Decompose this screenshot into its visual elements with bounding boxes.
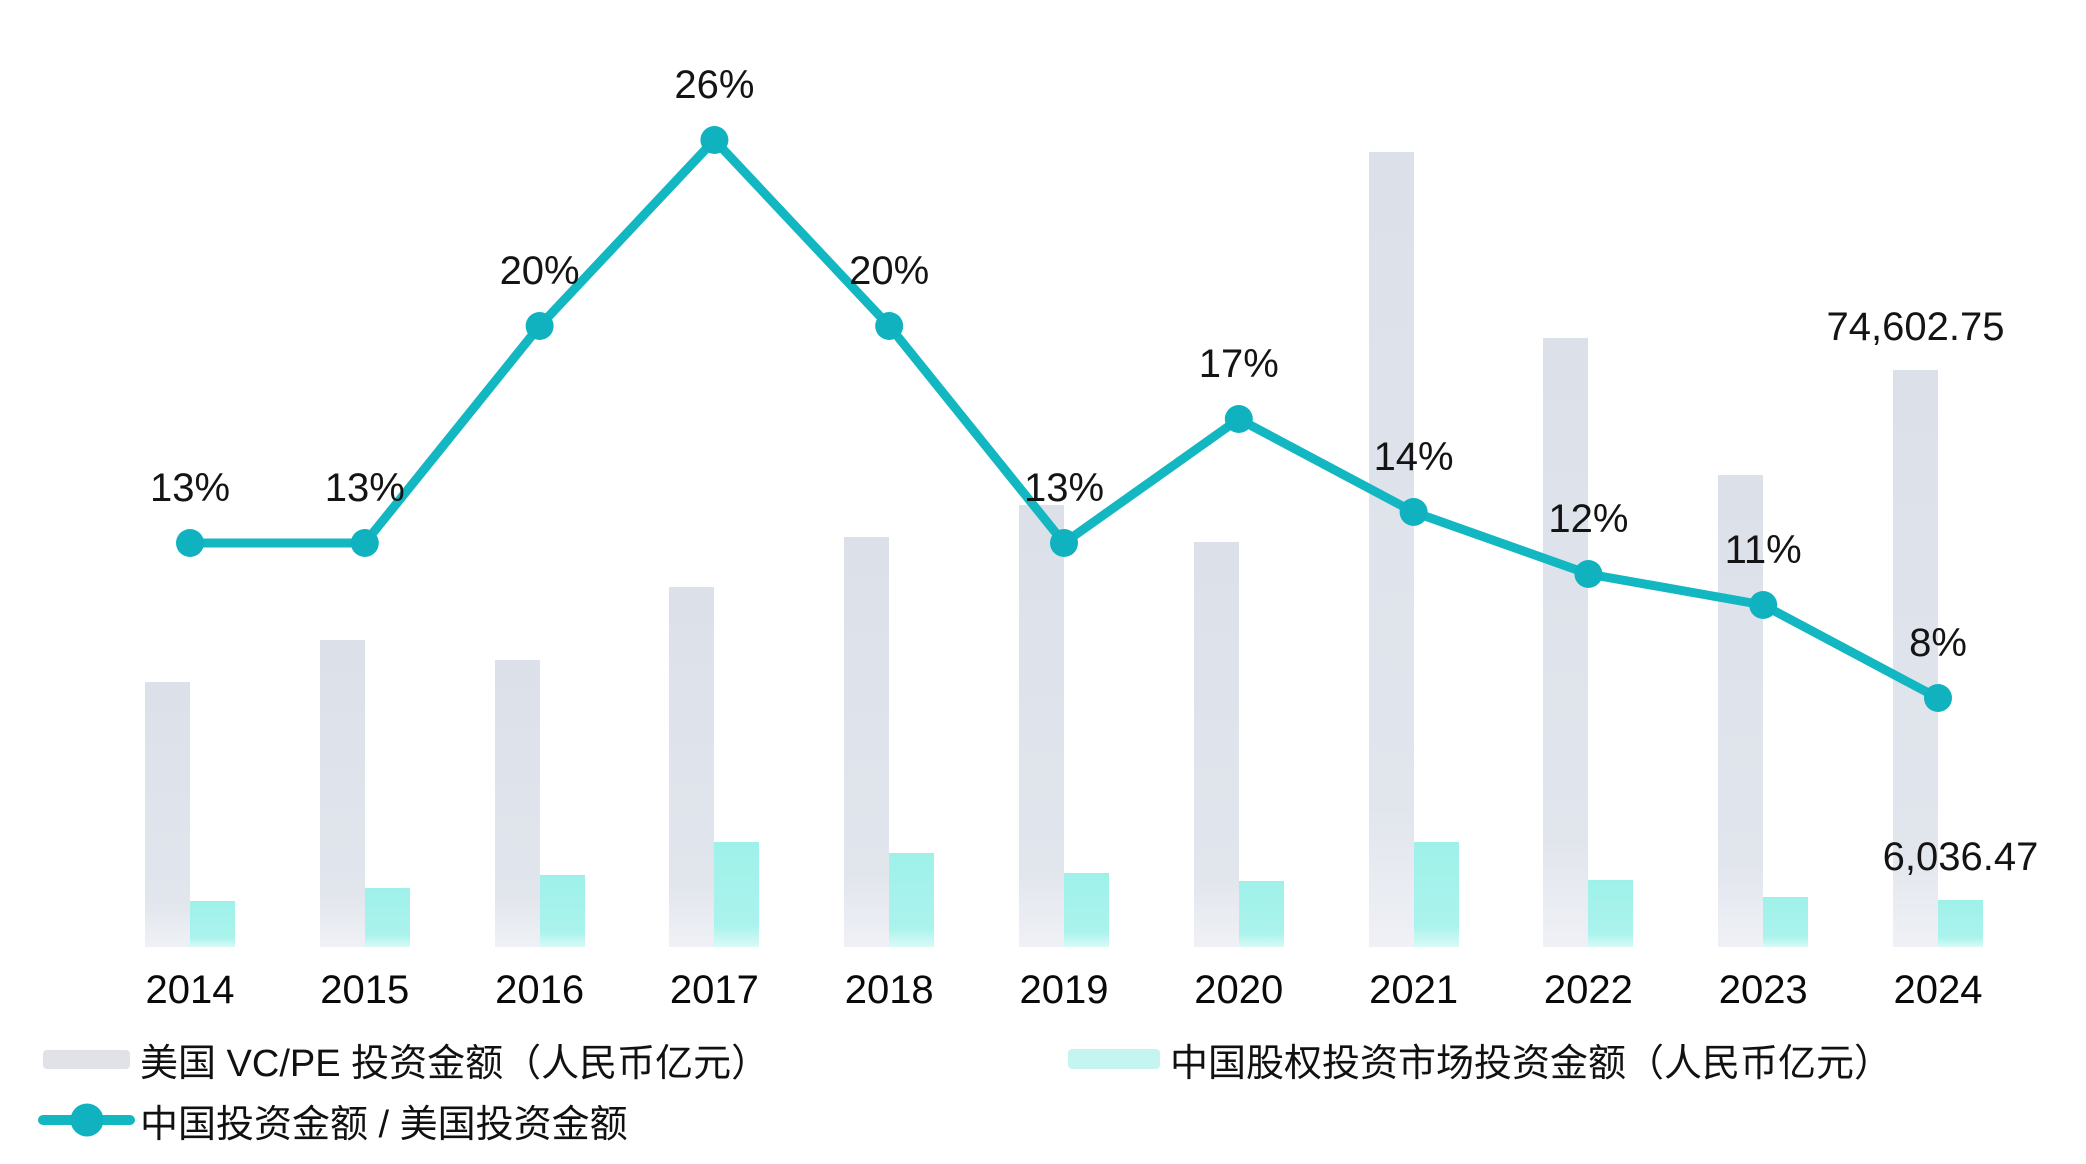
china-bar-2016 xyxy=(539,875,585,947)
x-tick-2016: 2016 xyxy=(495,968,585,1012)
ratio-point-label-2024: 8% xyxy=(1909,621,1967,665)
china-bar-2024 xyxy=(1938,900,1983,947)
ratio-point-2015 xyxy=(350,529,379,557)
us-bar-2017 xyxy=(669,587,715,947)
us-bar-2018 xyxy=(844,537,890,947)
ratio-line-dot-icon xyxy=(70,1103,103,1137)
ratio-point-label-2021: 14% xyxy=(1373,435,1454,479)
legend-item-ratio-line: 中国投资金额 / 美国投资金额 xyxy=(38,1096,628,1146)
us-bar-2020 xyxy=(1193,541,1239,947)
legend-label-china-bars: 中国股权投资市场投资金额（人民币亿元） xyxy=(1170,1042,1893,1085)
ratio-point-label-2016: 20% xyxy=(499,249,580,293)
china-bar-2023 xyxy=(1763,896,1809,947)
x-tick-2018: 2018 xyxy=(844,968,934,1012)
x-tick-2024: 2024 xyxy=(1893,968,1983,1012)
china-bar-2019 xyxy=(1064,872,1109,947)
us-bar-2016 xyxy=(494,660,540,947)
us-bar-2014 xyxy=(145,681,190,947)
ratio-point-2020 xyxy=(1224,405,1253,433)
x-tick-2023: 2023 xyxy=(1718,968,1808,1012)
legend-item-us-bars: 美国 VC/PE 投资金额（人民币亿元） xyxy=(43,1036,769,1085)
legend-item-china-bars: 中国股权投资市场投资金额（人民币亿元） xyxy=(1068,1036,1892,1085)
ratio-point-label-2015: 13% xyxy=(324,466,405,510)
china-bar-2018 xyxy=(889,852,935,947)
ratio-point-label-2017: 26% xyxy=(674,63,755,107)
ratio-line-swatch-icon xyxy=(38,1103,135,1137)
annotation-us-2024: 74,602.75 xyxy=(1826,305,2005,350)
x-tick-2022: 2022 xyxy=(1543,968,1633,1012)
annotation-china-2024: 6,036.47 xyxy=(1882,835,2039,880)
us-bar-2015 xyxy=(319,639,365,947)
us-bar-2022 xyxy=(1543,338,1589,947)
ratio-point-label-2018: 20% xyxy=(849,249,930,293)
us-bar-swatch-icon xyxy=(43,1049,130,1069)
ratio-point-label-2022: 12% xyxy=(1548,497,1629,541)
ratio-point-label-2023: 11% xyxy=(1724,528,1802,572)
x-tick-2019: 2019 xyxy=(1019,968,1109,1012)
ratio-point-2018 xyxy=(875,312,904,340)
ratio-point-2016 xyxy=(525,312,554,340)
ratio-line xyxy=(185,135,1943,703)
ratio-point-label-2020: 17% xyxy=(1198,342,1279,386)
x-tick-2020: 2020 xyxy=(1194,968,1284,1012)
china-bar-swatch-icon xyxy=(1068,1049,1160,1069)
china-bar-2017 xyxy=(714,841,760,947)
ratio-point-label-2014: 13% xyxy=(149,466,231,510)
china-bar-2015 xyxy=(364,888,410,947)
x-tick-2021: 2021 xyxy=(1369,968,1459,1012)
ratio-point-2014 xyxy=(176,529,204,557)
us-bar-2021 xyxy=(1368,151,1414,947)
x-tick-2017: 2017 xyxy=(669,968,759,1012)
legend-label-us-bars: 美国 VC/PE 投资金额（人民币亿元） xyxy=(140,1042,770,1085)
legend-label-ratio-line: 中国投资金额 / 美国投资金额 xyxy=(140,1103,628,1146)
ratio-point-2017 xyxy=(700,126,729,154)
us-bar-2019 xyxy=(1019,504,1064,947)
china-bar-2021 xyxy=(1413,841,1459,947)
china-bar-2022 xyxy=(1588,879,1634,947)
china-bar-2014 xyxy=(190,901,235,947)
x-tick-2014: 2014 xyxy=(145,968,235,1012)
x-tick-2015: 2015 xyxy=(320,968,410,1012)
china-bar-2020 xyxy=(1238,881,1284,947)
ratio-point-label-2019: 13% xyxy=(1023,466,1105,510)
